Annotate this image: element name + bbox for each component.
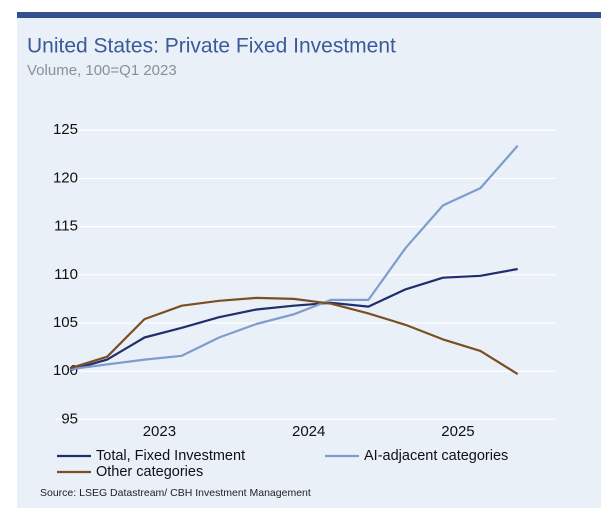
x-tick-label: 2023 [143, 423, 176, 440]
y-tick-label: 100 [53, 362, 78, 379]
chart-title: United States: Private Fixed Investment [27, 35, 396, 58]
chart-subtitle: Volume, 100=Q1 2023 [27, 62, 177, 79]
y-tick-label: 95 [61, 410, 78, 427]
legend-label: AI-adjacent categories [364, 448, 508, 464]
y-tick-label: 105 [53, 314, 78, 331]
y-tick-label: 125 [53, 121, 78, 138]
series-line [69, 267, 518, 372]
legend-label: Other categories [96, 464, 203, 480]
y-tick-label: 110 [54, 266, 78, 283]
panel [17, 18, 601, 508]
x-tick-label: 2024 [292, 423, 325, 440]
series-line [69, 144, 519, 371]
top-bar [17, 12, 601, 18]
y-tick-label: 115 [54, 218, 78, 235]
x-tick-label: 2025 [441, 423, 474, 440]
legend-label: Total, Fixed Investment [96, 448, 245, 464]
series-line [69, 296, 519, 376]
source: Source: LSEG Datastream/ CBH Investment … [40, 487, 311, 499]
y-tick-label: 120 [53, 169, 78, 186]
